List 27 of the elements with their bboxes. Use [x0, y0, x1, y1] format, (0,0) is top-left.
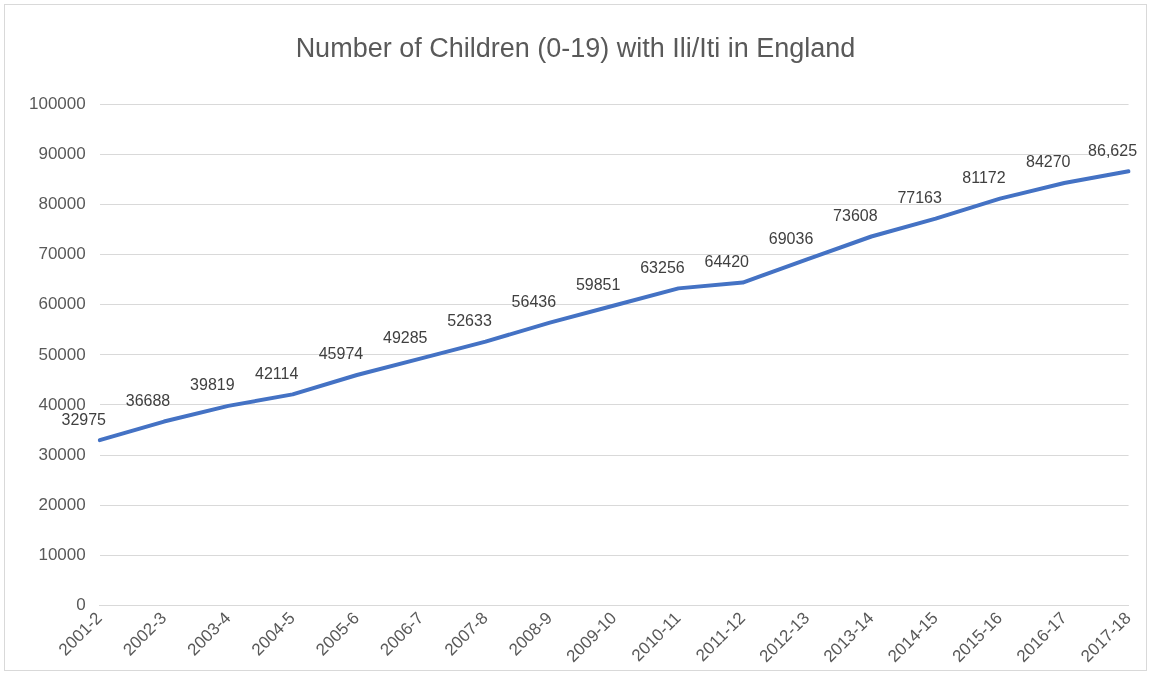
data-label: 52633	[447, 312, 492, 330]
data-label: 69036	[768, 229, 814, 247]
data-label: 56436	[511, 292, 557, 310]
data-label: 84270	[1026, 153, 1071, 171]
y-tick-label: 30000	[38, 444, 86, 464]
y-tick-label: 90000	[38, 144, 86, 164]
y-tick-label: 0	[76, 595, 86, 615]
data-label: 63256	[640, 258, 685, 276]
data-label: 59851	[575, 275, 621, 293]
data-label: 73608	[833, 206, 878, 224]
data-label: 42114	[254, 364, 299, 382]
y-tick-label: 50000	[38, 344, 86, 364]
data-label: 81172	[962, 168, 1006, 186]
y-tick-label: 60000	[38, 294, 86, 314]
data-label: 86,625	[1088, 141, 1138, 159]
y-tick-label: 10000	[38, 545, 86, 565]
data-label: 36688	[125, 391, 171, 409]
data-label: 77163	[897, 189, 943, 207]
data-label: 39819	[190, 376, 235, 394]
data-label: 45974	[318, 345, 364, 363]
y-tick-label: 80000	[38, 194, 86, 214]
y-tick-label: 20000	[38, 494, 86, 514]
y-tick-label: 100000	[28, 93, 86, 113]
chart-title: Number of Children (0-19) with Ili/Iti in England	[294, 33, 857, 64]
y-tick-label: 70000	[38, 244, 86, 264]
data-label: 49285	[382, 328, 428, 346]
data-label: 64420	[704, 252, 750, 270]
